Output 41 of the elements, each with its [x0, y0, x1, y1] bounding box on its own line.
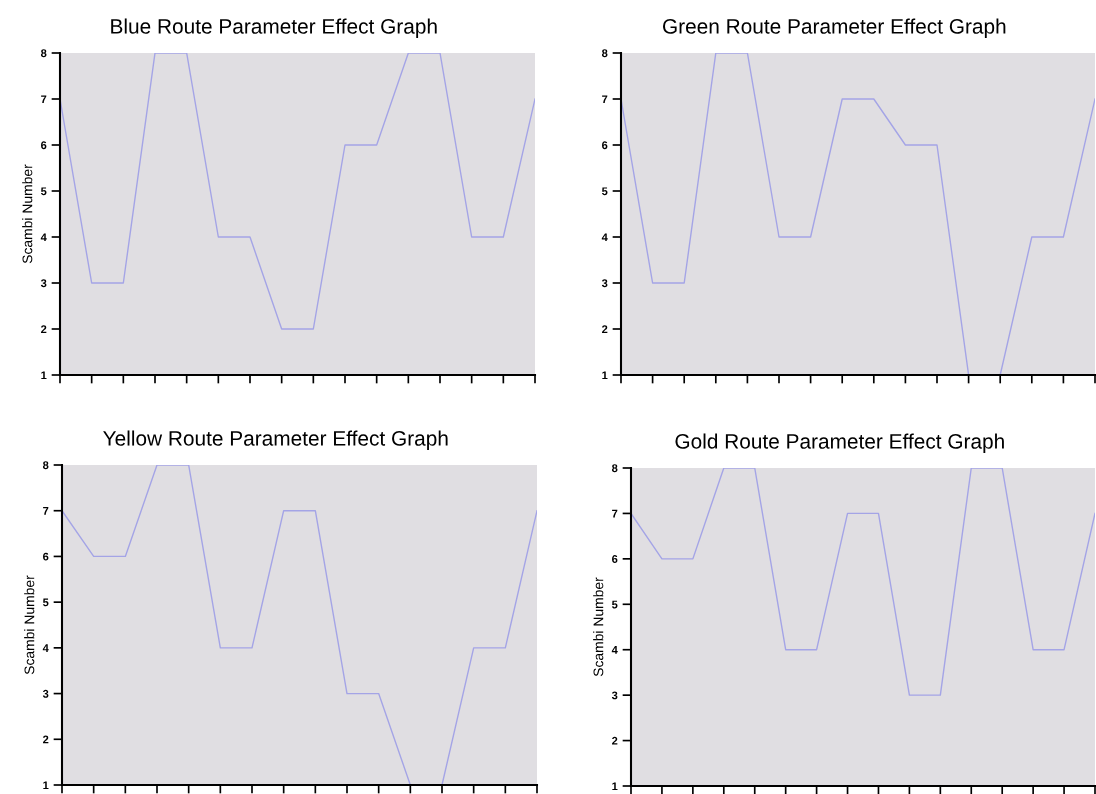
y-tick-label: 6: [612, 555, 618, 563]
y-tick-label: 4: [40, 233, 47, 242]
y-tick-label: 3: [42, 689, 49, 698]
y-tick-label: 8: [42, 461, 49, 470]
y-tick-label: 8: [611, 464, 618, 473]
y-tick-label: 4: [611, 646, 618, 654]
chart-title: Blue Route Parameter Effect Graph: [111, 18, 437, 38]
chart-title: Green Route Parameter Effect Graph: [663, 18, 1006, 38]
y-tick-label: 4: [601, 233, 608, 242]
y-axis-title: Scambi Number: [22, 164, 33, 264]
y-tick-label: 5: [42, 598, 49, 607]
y-tick-label: 5: [40, 187, 47, 196]
chart-title: Yellow Route Parameter Effect Graph: [103, 430, 448, 450]
y-tick-label: 6: [41, 141, 47, 150]
y-axis-title: Scambi Number: [24, 575, 35, 675]
y-tick-label: 6: [602, 141, 608, 150]
y-tick-label: 8: [601, 49, 608, 58]
y-tick-label: 7: [602, 95, 608, 104]
line-series: [60, 53, 535, 330]
y-tick-label: 1: [41, 371, 47, 380]
y-tick-label: 1: [43, 781, 49, 790]
y-tick-label: 8: [40, 49, 47, 58]
y-tick-label: 3: [611, 691, 618, 700]
y-tick-label: 5: [601, 187, 608, 196]
y-tick-label: 2: [612, 736, 618, 745]
y-tick-label: 3: [601, 279, 608, 288]
y-tick-label: 2: [602, 325, 608, 334]
y-axis-title: Scambi Number: [593, 577, 604, 677]
y-tick-label: 7: [43, 507, 49, 515]
y-tick-label: 6: [43, 552, 49, 561]
y-tick-label: 7: [612, 509, 618, 518]
y-tick-label: 2: [41, 325, 47, 334]
y-tick-label: 1: [612, 782, 618, 791]
y-tick-label: 3: [40, 279, 47, 288]
y-tick-label: 5: [611, 600, 618, 609]
y-tick-label: 4: [42, 644, 49, 652]
y-tick-label: 2: [43, 735, 49, 744]
line-series: [631, 468, 1095, 696]
y-tick-label: 7: [41, 95, 47, 104]
y-tick-label: 1: [602, 371, 608, 380]
chart-title: Gold Route Parameter Effect Graph: [675, 433, 1004, 453]
